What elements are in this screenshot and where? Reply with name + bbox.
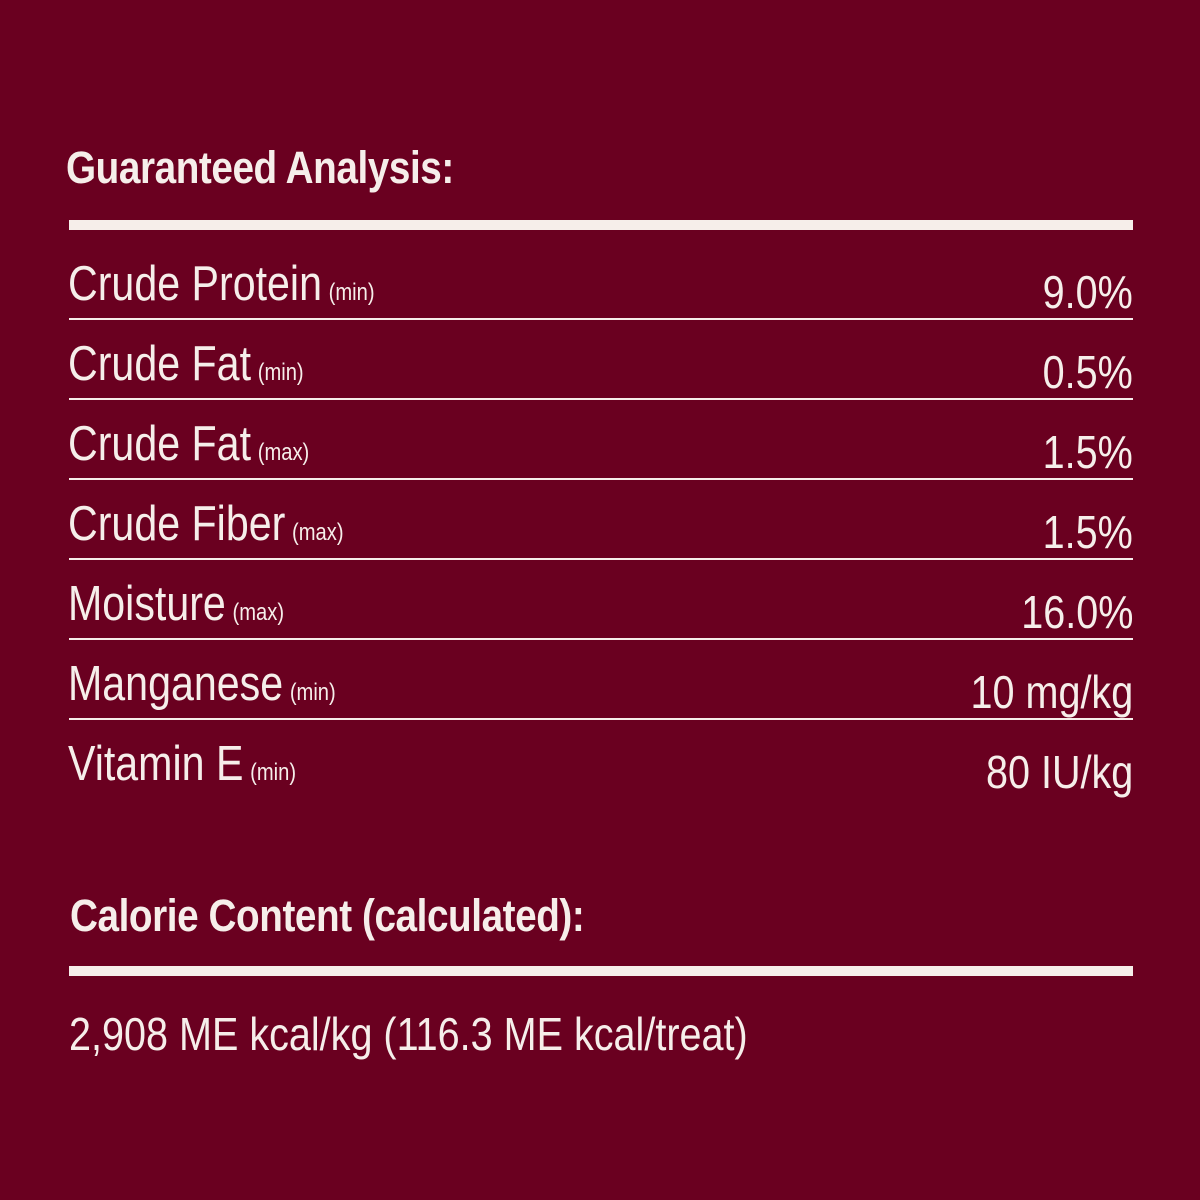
analysis-row: Crude Protein (min) 9.0% — [68, 240, 1133, 323]
nutrient-value: 1.5% — [1042, 426, 1133, 478]
nutrient-qualifier: (max) — [257, 439, 310, 466]
row-divider — [69, 558, 1133, 560]
nutrient-qualifier: (max) — [232, 599, 285, 626]
nutrient-label: Manganese (min) — [68, 654, 336, 723]
guaranteed-analysis-title: Guaranteed Analysis: — [66, 142, 454, 193]
row-divider — [69, 398, 1133, 400]
nutrient-label: Crude Fat (min) — [68, 334, 304, 403]
nutrient-qualifier: (min) — [257, 359, 304, 386]
analysis-row: Crude Fat (max) 1.5% — [68, 400, 1133, 483]
nutrient-label: Moisture (max) — [68, 574, 284, 643]
row-divider — [69, 718, 1133, 720]
calorie-content-rule — [69, 966, 1133, 976]
nutrient-label: Crude Fat (max) — [68, 414, 309, 483]
nutrient-value: 0.5% — [1042, 346, 1133, 398]
guaranteed-analysis-table: Crude Protein (min) 9.0% Crude Fat (min) 0… — [68, 240, 1133, 803]
nutrient-label: Crude Fiber (max) — [68, 494, 344, 563]
nutrient-value: 1.5% — [1042, 506, 1133, 558]
analysis-row: Moisture (max) 16.0% — [68, 560, 1133, 643]
row-divider — [69, 318, 1133, 320]
nutrient-name: Crude Fat — [68, 337, 252, 391]
nutrient-qualifier: (min) — [289, 679, 336, 706]
nutrient-name: Moisture — [68, 577, 226, 631]
guaranteed-analysis-rule — [69, 220, 1133, 230]
analysis-row: Manganese (min) 10 mg/kg — [68, 640, 1133, 723]
nutrient-name: Crude Fiber — [68, 497, 286, 551]
calorie-content-title: Calorie Content (calculated): — [70, 890, 585, 941]
row-divider — [69, 638, 1133, 640]
nutrient-value: 9.0% — [1042, 266, 1133, 318]
calorie-content-value: 2,908 ME kcal/kg (116.3 ME kcal/treat) — [69, 1008, 748, 1060]
nutrient-value: 10 mg/kg — [970, 666, 1133, 718]
row-divider — [69, 478, 1133, 480]
nutrient-qualifier: (min) — [250, 759, 297, 786]
nutrient-name: Crude Protein — [68, 257, 322, 311]
analysis-row: Vitamin E (min) 80 IU/kg — [68, 720, 1133, 803]
nutrient-name: Manganese — [68, 657, 284, 711]
nutrient-value: 80 IU/kg — [985, 746, 1133, 798]
nutrient-label: Vitamin E (min) — [68, 734, 296, 803]
nutrient-qualifier: (max) — [292, 519, 344, 546]
nutrient-label: Crude Protein (min) — [68, 254, 375, 323]
analysis-row: Crude Fiber (max) 1.5% — [68, 480, 1133, 563]
nutrient-name: Vitamin E — [68, 737, 244, 791]
analysis-row: Crude Fat (min) 0.5% — [68, 320, 1133, 403]
nutrient-qualifier: (min) — [328, 279, 375, 306]
nutrient-name: Crude Fat — [68, 417, 252, 471]
nutrient-value: 16.0% — [1020, 586, 1133, 638]
